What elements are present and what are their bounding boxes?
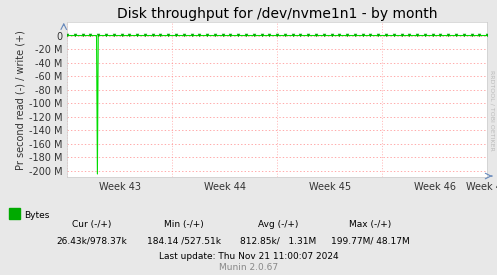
Text: Min (-/+): Min (-/+) <box>164 220 204 229</box>
Title: Disk throughput for /dev/nvme1n1 - by month: Disk throughput for /dev/nvme1n1 - by mo… <box>117 7 437 21</box>
Text: Max (-/+): Max (-/+) <box>349 220 392 229</box>
Y-axis label: Pr second read (-) / write (+): Pr second read (-) / write (+) <box>16 30 26 170</box>
Text: 184.14 /527.51k: 184.14 /527.51k <box>147 236 221 245</box>
Text: Last update: Thu Nov 21 11:00:07 2024: Last update: Thu Nov 21 11:00:07 2024 <box>159 252 338 261</box>
Text: RRDTOOL / TOBI OETIKER: RRDTOOL / TOBI OETIKER <box>490 70 495 150</box>
Text: Cur (-/+): Cur (-/+) <box>72 220 112 229</box>
Text: 199.77M/ 48.17M: 199.77M/ 48.17M <box>331 236 410 245</box>
Text: 812.85k/   1.31M: 812.85k/ 1.31M <box>240 236 317 245</box>
Text: Bytes: Bytes <box>24 211 49 220</box>
Text: 26.43k/978.37k: 26.43k/978.37k <box>57 236 127 245</box>
Text: Munin 2.0.67: Munin 2.0.67 <box>219 263 278 272</box>
Text: Avg (-/+): Avg (-/+) <box>258 220 299 229</box>
